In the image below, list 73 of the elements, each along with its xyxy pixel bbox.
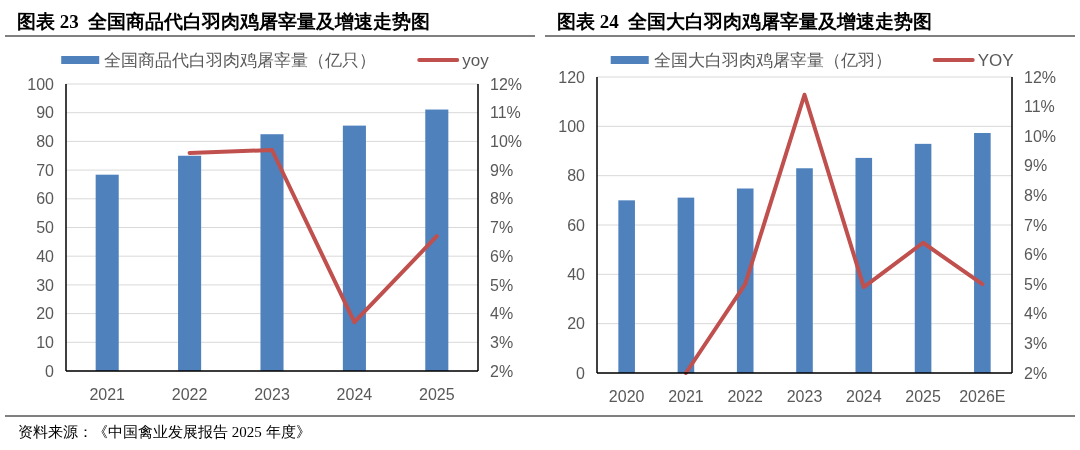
y2-tick-label: 5%: [490, 276, 514, 294]
bar: [796, 168, 813, 373]
y2-tick-label: 4%: [1024, 305, 1048, 323]
y2-tick-label: 6%: [1024, 246, 1048, 264]
legend-label: YOY: [977, 50, 1014, 70]
bar: [260, 134, 284, 371]
bar: [855, 157, 873, 373]
y2-tick-label: 4%: [490, 305, 514, 323]
y2-tick-label: 7%: [490, 219, 514, 237]
x-tick-label: 2025: [905, 387, 941, 405]
y2-tick-label: 11%: [1024, 98, 1055, 116]
y-tick-label: 80: [36, 133, 55, 150]
bar: [425, 109, 449, 371]
x-tick-label: 2020: [608, 387, 645, 405]
y-tick-label: 10: [36, 333, 55, 351]
x-tick-label: 2026E: [959, 387, 1006, 405]
y2-tick-label: 10%: [1024, 127, 1057, 145]
y2-tick-label: 8%: [1024, 187, 1048, 204]
y-tick-label: 50: [36, 219, 55, 237]
y-tick-label: 40: [567, 265, 586, 283]
y-tick-label: 100: [558, 117, 586, 135]
text: 资料来源：《中国禽业发展报告 2025 年度》: [18, 424, 311, 440]
y-tick-label: 20: [567, 315, 586, 333]
y-tick-label: 40: [36, 247, 55, 265]
y-tick-label: 0: [576, 364, 586, 382]
y2-tick-label: 10%: [490, 133, 523, 150]
y2-tick-label: 6%: [490, 247, 514, 265]
y2-tick-label: 3%: [1024, 335, 1048, 352]
y-tick-label: 100: [27, 75, 55, 93]
y-tick-label: 20: [36, 305, 55, 323]
y-tick-label: 70: [36, 161, 55, 179]
chart-title: 图表 24 全国大白羽肉鸡屠宰量及增速走势图: [557, 11, 933, 32]
y-tick-label: 30: [36, 276, 55, 294]
x-tick-label: 2023: [254, 385, 290, 403]
bar: [677, 197, 695, 373]
legend-label: 全国商品代白羽肉鸡屠宰量（亿只）: [104, 50, 377, 70]
x-tick-label: 2025: [419, 385, 455, 403]
y-tick-label: 80: [567, 167, 586, 185]
x-tick-label: 2024: [845, 387, 882, 405]
legend-label: 全国大白羽肉鸡屠宰量（亿羽）: [653, 50, 892, 70]
x-tick-label: 2022: [171, 385, 208, 403]
y-tick-label: 120: [558, 68, 586, 86]
y2-tick-label: 8%: [490, 190, 514, 208]
bar: [914, 143, 932, 373]
y-tick-label: 0: [45, 362, 55, 380]
x-tick-label: 2021: [89, 385, 126, 403]
legend-label: yoy: [462, 50, 490, 70]
bar: [974, 132, 991, 373]
x-tick-label: 2023: [786, 387, 823, 405]
y2-tick-label: 9%: [490, 161, 514, 179]
bar: [178, 155, 202, 371]
y2-tick-label: 11%: [490, 104, 521, 122]
y-tick-label: 60: [567, 216, 586, 234]
y2-tick-label: 9%: [1024, 157, 1048, 175]
y2-tick-label: 2%: [490, 362, 514, 380]
y-tick-label: 90: [36, 104, 55, 122]
x-tick-label: 2024: [336, 385, 373, 403]
bar: [95, 174, 119, 371]
y-tick-label: 60: [36, 190, 55, 208]
y2-tick-label: 3%: [490, 333, 514, 351]
y2-tick-label: 12%: [1024, 68, 1057, 86]
chart-title: 图表 23 全国商品代白羽肉鸡屠宰量及增速走势图: [17, 11, 431, 32]
y2-tick-label: 12%: [490, 75, 523, 93]
y2-tick-label: 2%: [1024, 364, 1048, 382]
line-series: [683, 92, 985, 375]
bar: [618, 200, 635, 373]
line-series: [187, 148, 439, 325]
y2-tick-label: 7%: [1024, 216, 1048, 234]
y2-tick-label: 5%: [1024, 275, 1048, 293]
x-tick-label: 2022: [727, 387, 764, 405]
bar: [342, 125, 366, 371]
x-tick-label: 2021: [668, 387, 704, 405]
bar: [736, 188, 754, 373]
